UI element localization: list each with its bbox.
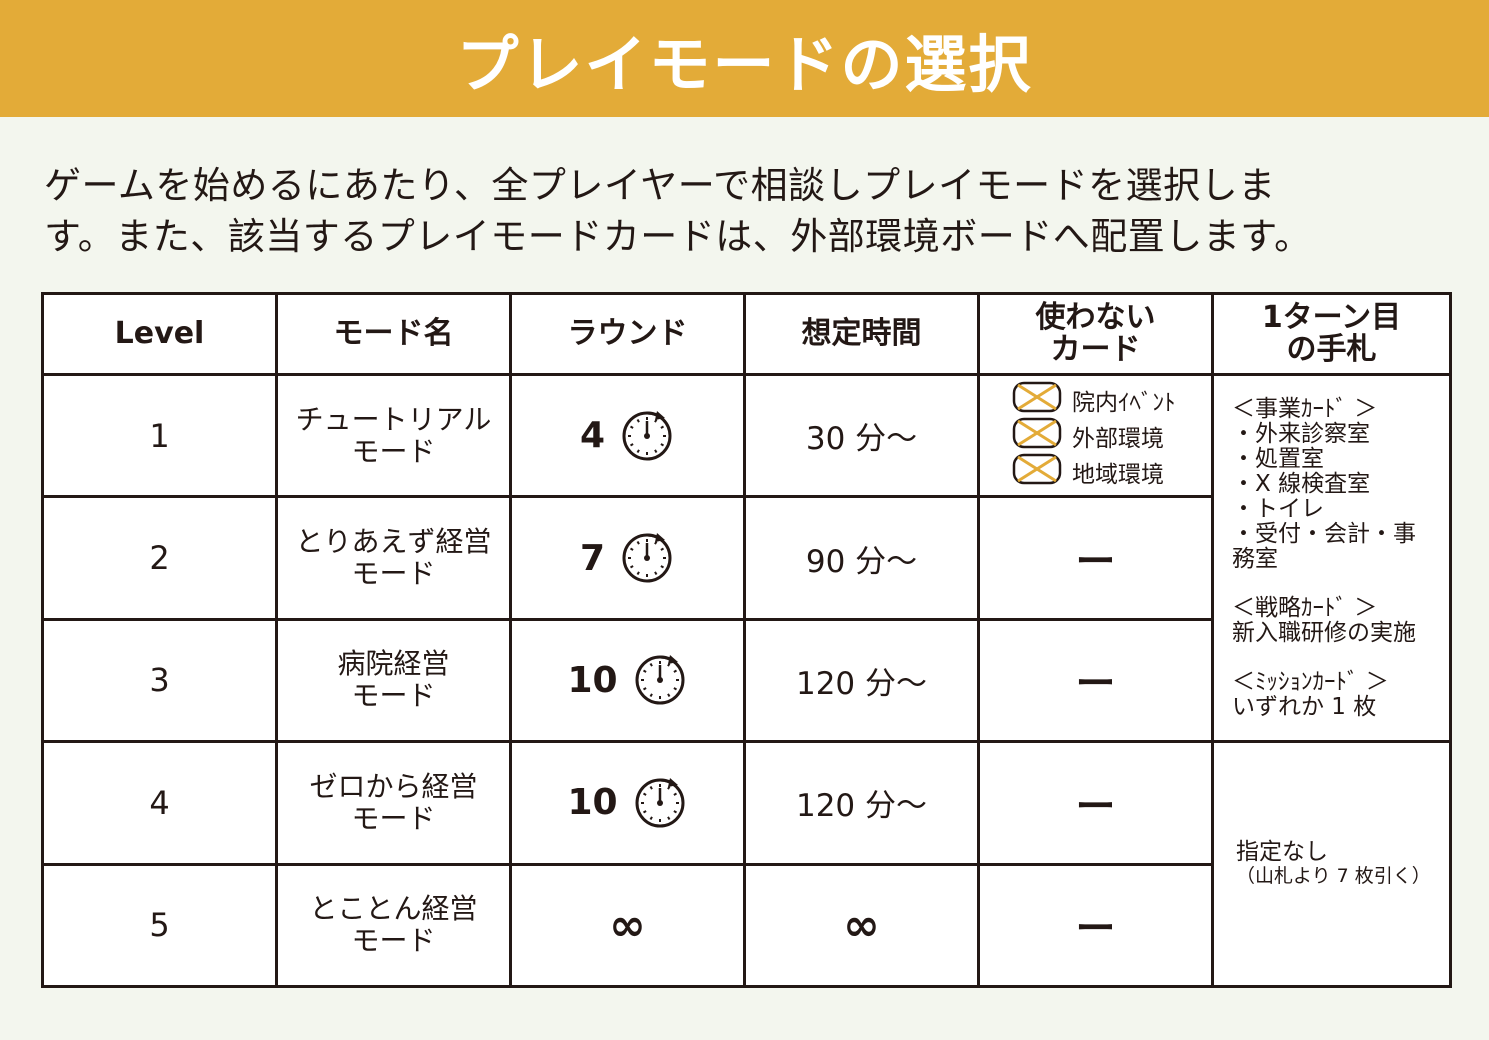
- mode-name-cell: ゼロから経営 モード: [275, 740, 512, 866]
- unused-cards-cell: ー: [977, 862, 1214, 989]
- stopwatch-icon: [632, 650, 688, 710]
- crossed-card-icon: [1012, 381, 1062, 419]
- round-count: 4: [579, 415, 606, 457]
- mode-name-cell: 病院経営 モード: [275, 617, 512, 744]
- round-cell: 10: [509, 617, 746, 744]
- hand-cell-levels-4-5: 指定なし （山札より 7 枚引く）: [1211, 740, 1452, 988]
- mode-name-cell: とりあえず経営 モード: [275, 495, 512, 621]
- table-row: 1 チュートリアル モード 4 30 分〜 院内ｲﾍﾞﾝﾄ 外部環境: [41, 372, 1452, 744]
- level-cell: 5: [41, 862, 278, 989]
- header-mode: モード名: [275, 292, 512, 376]
- unused-cards-cell: 院内ｲﾍﾞﾝﾄ 外部環境 地域環境: [977, 372, 1214, 499]
- mission-cards-section: ＜ﾐｯｼｮﾝｶｰﾄﾞ ＞ いずれか 1 枚: [1232, 668, 1389, 720]
- unused-card-item: 外部環境: [1012, 417, 1211, 455]
- header-row: Level モード名 ラウンド 想定時間 使わない カード 1ターン目 の手札: [41, 292, 1452, 376]
- title-banner: プレイモードの選択: [0, 0, 1489, 117]
- hand-cell-levels-1-3: ＜事業ｶｰﾄﾞ ＞ ・外来診察室 ・処置室 ・X 線検査室 ・トイレ ・受付・会…: [1211, 372, 1452, 744]
- table-row: 2 とりあえず経営 モード 7 90 分〜 ー: [41, 495, 1451, 621]
- round-count: 10: [567, 659, 618, 701]
- round-cell: 7: [509, 495, 746, 621]
- header-round: ラウンド: [509, 292, 746, 376]
- table-row: 4 ゼロから経営 モード 10 120 分〜 ー 指定なし （山札より 7 枚引…: [41, 740, 1452, 988]
- play-mode-table: Level モード名 ラウンド 想定時間 使わない カード 1ターン目 の手札 …: [41, 292, 1452, 989]
- page-title: プレイモードの選択: [456, 27, 1033, 101]
- round-cell: 10: [509, 740, 746, 866]
- mode-name-cell: チュートリアル モード: [275, 372, 512, 499]
- header-level: Level: [41, 292, 278, 376]
- round-count: 10: [567, 782, 618, 824]
- unused-cards-cell: ー: [977, 740, 1214, 866]
- time-cell: 120 分〜: [743, 740, 980, 866]
- crossed-card-icon: [1012, 417, 1062, 455]
- unused-cards-cell: ー: [977, 617, 1214, 744]
- business-cards-section: ＜事業ｶｰﾄﾞ ＞ ・外来診察室 ・処置室 ・X 線検査室 ・トイレ ・受付・会…: [1232, 395, 1416, 572]
- strategy-cards-section: ＜戦略ｶｰﾄﾞ ＞ 新入職研修の実施: [1232, 594, 1416, 646]
- crossed-card-icon: [1012, 453, 1062, 491]
- time-cell: 30 分〜: [743, 372, 980, 499]
- stopwatch-icon: [619, 406, 675, 466]
- stopwatch-icon: [619, 528, 675, 588]
- table-row: 5 とことん経営 モード ∞ ∞ ー: [41, 862, 1451, 989]
- level-cell: 2: [41, 495, 278, 621]
- header-first-turn-hand: 1ターン目 の手札: [1211, 292, 1452, 376]
- table-row: 3 病院経営 モード 10 120 分〜 ー: [41, 617, 1451, 744]
- mode-name-cell: とことん経営 モード: [275, 862, 512, 989]
- level-cell: 4: [41, 740, 278, 866]
- unused-card-item: 院内ｲﾍﾞﾝﾄ: [1012, 381, 1211, 419]
- round-cell: 4: [509, 372, 746, 499]
- intro-text: ゲームを始めるにあたり、全プレイヤーで相談しプレイモードを選択しま す。また、該…: [44, 160, 1454, 262]
- unused-card-item: 地域環境: [1012, 453, 1211, 491]
- stopwatch-icon: [632, 773, 688, 833]
- header-unused-cards: 使わない カード: [977, 292, 1214, 376]
- time-cell: ∞: [743, 862, 980, 989]
- round-count: 7: [579, 537, 606, 579]
- intro-line-2: す。また、該当するプレイモードカードは、外部環境ボードへ配置します。: [44, 215, 1312, 258]
- level-cell: 1: [41, 372, 278, 499]
- round-cell: ∞: [509, 862, 746, 989]
- level-cell: 3: [41, 617, 278, 744]
- unused-cards-cell: ー: [977, 495, 1214, 621]
- time-cell: 90 分〜: [743, 495, 980, 621]
- header-time: 想定時間: [743, 292, 980, 376]
- time-cell: 120 分〜: [743, 617, 980, 744]
- intro-line-1: ゲームを始めるにあたり、全プレイヤーで相談しプレイモードを選択しま: [44, 164, 1276, 207]
